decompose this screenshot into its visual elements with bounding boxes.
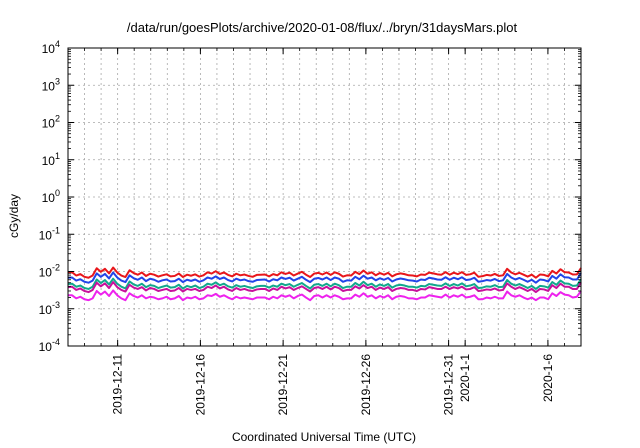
x-tick-label: 2019-12-11 [111, 354, 125, 415]
series-line-5 [68, 289, 582, 302]
x-tick-label: 2019-12-21 [276, 354, 290, 416]
y-tick-label: 103 [42, 76, 60, 93]
y-tick-label: 10-4 [39, 337, 60, 354]
x-axis-label: Coordinated Universal Time (UTC) [232, 430, 416, 444]
x-tick-label: 2019-12-31 [442, 354, 456, 416]
y-axis-label: cGy/day [7, 194, 21, 238]
x-axis-ticks: 2019-12-11 2019-12-16 2019-12-21 2019-12-26… [84, 48, 565, 416]
x-tick-label: 2020-1-6 [541, 354, 555, 402]
x-tick-label: 2020-1-1 [458, 354, 472, 402]
y-tick-label: 10-2 [39, 263, 60, 280]
chart-title: /data/run/goesPlots/archive/2020-01-08/f… [127, 20, 518, 35]
series-line-3 [67, 277, 582, 290]
grid-lines [68, 48, 581, 346]
x-tick-label: 2019-12-16 [193, 354, 207, 416]
y-tick-label: 104 [42, 39, 60, 56]
series-line-2 [67, 271, 582, 284]
y-tick-label: 100 [42, 188, 60, 205]
y-tick-label: 101 [42, 151, 60, 168]
series-line-4 [67, 281, 582, 294]
x-tick-label: 2019-12-26 [359, 354, 373, 416]
series-line-1 [67, 266, 582, 279]
y-axis-ticks: 10-4 10-3 10-2 10-1 100 101 102 103 104 [39, 39, 581, 354]
series-lines [67, 266, 582, 302]
y-tick-label: 10-3 [39, 300, 60, 317]
y-tick-label: 10-1 [39, 225, 60, 242]
y-tick-label: 102 [42, 114, 60, 131]
